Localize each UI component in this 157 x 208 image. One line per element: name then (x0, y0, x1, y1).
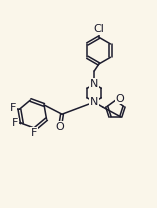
Text: O: O (56, 122, 65, 132)
Text: O: O (115, 94, 124, 104)
Text: F: F (31, 128, 37, 138)
Text: Cl: Cl (93, 24, 104, 35)
Text: F: F (10, 103, 17, 114)
Text: N: N (90, 79, 98, 89)
Text: F: F (12, 119, 19, 129)
Text: N: N (90, 97, 98, 107)
